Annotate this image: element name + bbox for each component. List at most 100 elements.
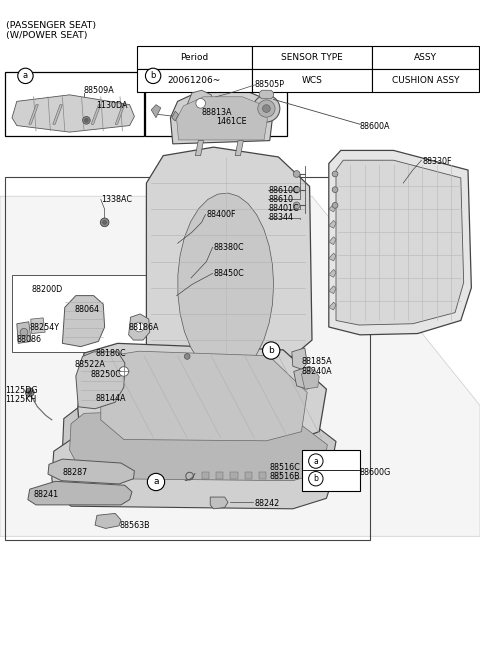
Text: 88287: 88287 — [62, 468, 88, 477]
Circle shape — [100, 218, 109, 227]
Polygon shape — [101, 351, 307, 441]
Polygon shape — [274, 472, 281, 479]
Polygon shape — [17, 322, 31, 343]
Polygon shape — [259, 90, 274, 99]
Circle shape — [145, 68, 161, 84]
Polygon shape — [202, 472, 209, 479]
Polygon shape — [301, 370, 319, 389]
Text: 1338AC: 1338AC — [101, 195, 132, 204]
Polygon shape — [62, 296, 105, 347]
Text: 88086: 88086 — [17, 335, 42, 344]
Polygon shape — [216, 472, 223, 479]
Text: a: a — [153, 477, 159, 487]
Text: 88344: 88344 — [269, 213, 294, 222]
Text: 88186A: 88186A — [129, 322, 159, 332]
Bar — [252, 46, 372, 69]
Circle shape — [147, 473, 165, 490]
Polygon shape — [195, 141, 204, 156]
Text: 88200D: 88200D — [31, 284, 62, 294]
Text: (W/POWER SEAT): (W/POWER SEAT) — [6, 31, 87, 41]
Circle shape — [332, 203, 338, 208]
Polygon shape — [70, 412, 327, 481]
Polygon shape — [76, 352, 125, 409]
Text: WCS: WCS — [301, 76, 323, 84]
Polygon shape — [170, 90, 273, 144]
Bar — [252, 69, 372, 92]
Polygon shape — [178, 193, 274, 376]
Circle shape — [263, 342, 280, 359]
Polygon shape — [52, 439, 334, 509]
Polygon shape — [329, 269, 336, 277]
Text: 88380C: 88380C — [214, 243, 244, 252]
Circle shape — [332, 171, 338, 177]
Text: 88241: 88241 — [34, 490, 59, 499]
Polygon shape — [292, 348, 307, 370]
Polygon shape — [187, 90, 214, 118]
Text: 88250C: 88250C — [90, 370, 121, 379]
Polygon shape — [146, 147, 312, 358]
Text: 88516B: 88516B — [270, 472, 300, 481]
Bar — [372, 46, 479, 69]
Text: Period: Period — [180, 53, 208, 61]
Polygon shape — [230, 472, 238, 479]
Text: 1125DG: 1125DG — [5, 386, 37, 395]
Circle shape — [293, 202, 300, 209]
Text: 88242: 88242 — [254, 499, 280, 508]
Text: 88064: 88064 — [74, 305, 99, 315]
Text: 88610: 88610 — [269, 195, 294, 204]
Text: b: b — [268, 346, 274, 355]
Circle shape — [84, 118, 88, 122]
Polygon shape — [12, 95, 134, 132]
Circle shape — [293, 186, 300, 193]
Polygon shape — [177, 97, 267, 140]
Polygon shape — [336, 160, 464, 325]
Polygon shape — [172, 111, 179, 121]
Polygon shape — [329, 302, 336, 310]
Text: 88401C: 88401C — [269, 204, 300, 213]
Circle shape — [28, 390, 32, 394]
Text: 88185A: 88185A — [301, 356, 332, 366]
Polygon shape — [329, 253, 336, 261]
Circle shape — [196, 99, 205, 108]
Circle shape — [20, 328, 28, 336]
Text: 88610C: 88610C — [269, 186, 300, 195]
Polygon shape — [95, 513, 121, 528]
Circle shape — [332, 187, 338, 192]
Text: 1130DA: 1130DA — [96, 101, 128, 111]
Polygon shape — [28, 481, 132, 505]
Text: 88600A: 88600A — [360, 122, 391, 131]
Text: SENSOR TYPE: SENSOR TYPE — [281, 53, 343, 61]
Text: 88400F: 88400F — [206, 210, 236, 219]
Text: 88254Y: 88254Y — [30, 322, 60, 332]
Circle shape — [309, 454, 323, 468]
Text: ASSY: ASSY — [414, 53, 437, 61]
Polygon shape — [235, 141, 243, 156]
Polygon shape — [62, 405, 336, 485]
Text: 88522A: 88522A — [74, 360, 105, 369]
Text: 88813A: 88813A — [202, 108, 232, 117]
Text: 88563B: 88563B — [119, 521, 150, 530]
Circle shape — [103, 220, 107, 224]
Text: 88505P: 88505P — [254, 80, 284, 89]
Circle shape — [83, 116, 90, 124]
Bar — [145, 72, 287, 136]
Polygon shape — [259, 472, 266, 479]
Text: (PASSENGER SEAT): (PASSENGER SEAT) — [6, 21, 96, 30]
Polygon shape — [29, 105, 38, 124]
Bar — [12, 275, 166, 352]
Text: 88144A: 88144A — [95, 394, 126, 404]
Polygon shape — [129, 314, 150, 340]
Text: 88509A: 88509A — [84, 86, 115, 95]
Text: a: a — [23, 71, 28, 80]
Circle shape — [293, 171, 300, 177]
Text: CUSHION ASSY: CUSHION ASSY — [392, 76, 459, 84]
Bar — [137, 69, 252, 92]
Polygon shape — [151, 105, 161, 118]
Polygon shape — [0, 196, 480, 536]
Bar — [5, 72, 144, 136]
Polygon shape — [329, 220, 336, 228]
Polygon shape — [329, 150, 471, 335]
Text: a: a — [313, 456, 318, 466]
Polygon shape — [329, 204, 336, 212]
Text: 88516C: 88516C — [270, 463, 300, 472]
